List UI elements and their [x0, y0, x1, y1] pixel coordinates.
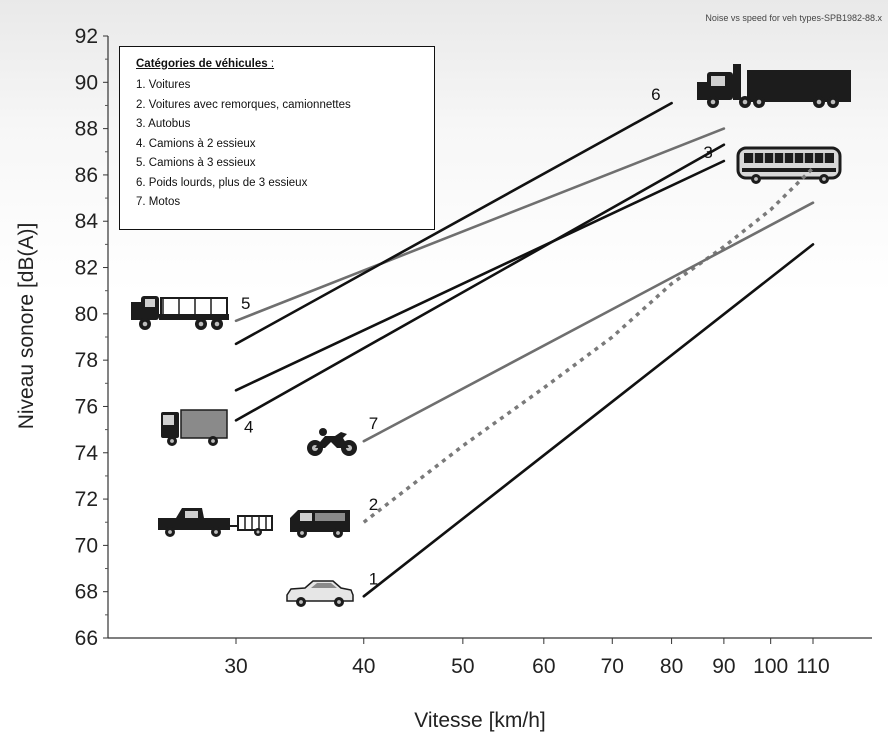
series-line-7 — [362, 201, 815, 443]
y-tick-label: 88 — [75, 118, 98, 141]
series-number-label: 2 — [369, 495, 378, 514]
x-axis-title: Vitesse [km/h] — [414, 709, 546, 732]
vehicle-icons — [131, 64, 851, 607]
series-number-label: 5 — [241, 294, 250, 313]
legend-items: 1. Voitures 2. Voitures avec remorques, c… — [136, 76, 434, 213]
watermark-text: Noise vs speed for veh types-SPB1982-88.… — [705, 13, 882, 23]
legend-item: 1. Voitures — [136, 79, 191, 91]
x-tick-label: 40 — [352, 655, 375, 678]
x-tick-label: 50 — [451, 655, 474, 678]
y-tick-label: 90 — [75, 71, 98, 94]
legend-item: 3. Autobus — [136, 118, 191, 130]
x-tick-label: 30 — [224, 655, 247, 678]
legend-title-colon: : — [267, 58, 275, 70]
series-line-6 — [234, 101, 673, 346]
y-tick-label: 66 — [75, 627, 98, 650]
y-axis-title: Niveau sonore [dB(A)] — [15, 223, 38, 430]
x-tick-label: 100 — [753, 655, 788, 678]
y-tick-label: 82 — [75, 257, 98, 280]
y-tick-label: 76 — [75, 395, 98, 418]
y-tick-label: 72 — [75, 488, 98, 511]
series-number-label: 4 — [244, 417, 253, 436]
bus-icon — [736, 146, 842, 184]
legend-item: 5. Camions à 3 essieux — [136, 157, 256, 169]
x-tick-label: 110 — [796, 655, 829, 678]
van-icon — [290, 510, 350, 538]
y-tick-label: 86 — [75, 164, 98, 187]
legend-title: Catégories de véhicules : — [136, 56, 434, 72]
y-tick-label: 70 — [75, 534, 98, 557]
y-tick-label: 68 — [75, 581, 98, 604]
series-line-4 — [234, 143, 726, 422]
y-tick-label: 80 — [75, 303, 98, 326]
three-axle-truck-icon — [131, 296, 229, 330]
motorcycle-icon — [307, 428, 357, 456]
pickup-with-trailer-icon — [158, 508, 273, 537]
series-line-5 — [234, 127, 726, 323]
x-tick-label: 70 — [601, 655, 624, 678]
series-number-label: 1 — [369, 569, 378, 588]
legend-item: 7. Motos — [136, 196, 181, 208]
x-tick-label: 80 — [660, 655, 683, 678]
series-number-label: 6 — [651, 85, 660, 104]
x-tick-label: 90 — [712, 655, 735, 678]
x-tick-label: 60 — [532, 655, 555, 678]
two-axle-truck-icon — [161, 409, 228, 446]
legend-item: 2. Voitures avec remorques, camionnettes — [136, 98, 351, 111]
legend-box: Catégories de véhicules : 1. Voitures 2. … — [119, 46, 435, 230]
y-tick-label: 92 — [75, 25, 98, 48]
series-line-1 — [362, 243, 815, 598]
series-line-3 — [234, 159, 726, 392]
y-tick-label: 74 — [75, 442, 99, 465]
y-tick-label: 84 — [75, 210, 99, 233]
y-tick-label: 78 — [75, 349, 98, 372]
series-number-label: 7 — [369, 414, 378, 433]
legend-item: 6. Poids lourds, plus de 3 essieux — [136, 176, 308, 189]
legend-title-text: Catégories de véhicules — [136, 58, 268, 70]
semi-truck-icon — [697, 64, 851, 108]
legend-item: 4. Camions à 2 essieux — [136, 137, 256, 150]
car-icon — [286, 580, 354, 607]
